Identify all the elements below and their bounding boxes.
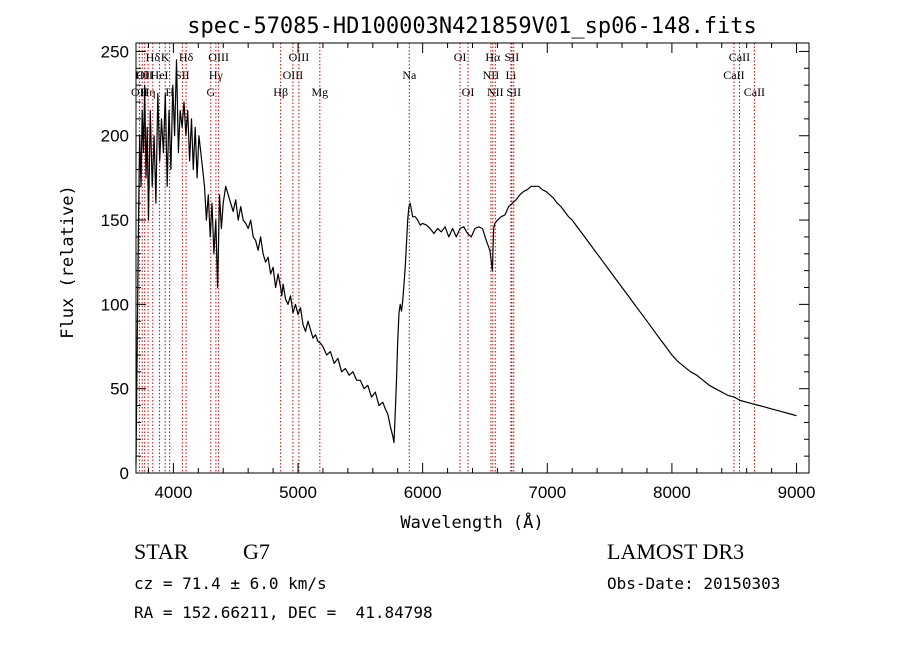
x-tick-label-2: 6000 bbox=[404, 483, 442, 502]
y-tick-label-3: 150 bbox=[101, 211, 129, 230]
line-marker-label-17: Na bbox=[402, 68, 417, 82]
line-marker-label-10: G bbox=[206, 85, 215, 99]
line-marker-label-14: OIII bbox=[283, 68, 304, 82]
plot-area: OIIHθOIIHηHδHeIKHSIIHδGHγOIIIHβOIIIOIIIM… bbox=[101, 42, 816, 502]
x-tick-label-3: 7000 bbox=[528, 483, 566, 502]
line-marker-label-28: CaII bbox=[744, 85, 765, 99]
object-type: STAR bbox=[134, 539, 189, 564]
x-tick-label-5: 9000 bbox=[778, 483, 816, 502]
y-tick-label-0: 0 bbox=[120, 464, 129, 483]
line-marker-label-26: CaII bbox=[723, 68, 744, 82]
line-marker-label-6: K bbox=[161, 50, 170, 64]
line-marker-label-16: Mg bbox=[311, 85, 328, 99]
y-tick-label-4: 200 bbox=[101, 127, 129, 146]
line-marker-label-20: NII bbox=[483, 68, 500, 82]
line-marker-label-27: CaII bbox=[729, 50, 750, 64]
line-marker-label-5: HeI bbox=[151, 68, 169, 82]
line-marker-label-11: Hγ bbox=[209, 68, 224, 82]
line-marker-label-1: Hθ bbox=[135, 68, 150, 82]
plot-frame bbox=[135, 42, 810, 474]
coordinates: RA = 152.66211, DEC = 41.84798 bbox=[134, 603, 433, 622]
redshift-line: cz = 71.4 ± 6.0 km/s bbox=[134, 574, 327, 593]
line-marker-label-0: OII bbox=[131, 85, 148, 99]
line-marker-label-19: OI bbox=[462, 85, 475, 99]
y-tick-label-5: 250 bbox=[101, 42, 129, 61]
y-axis-label: Flux (relative) bbox=[58, 185, 78, 339]
spectrum-series bbox=[135, 59, 797, 465]
chart-title: spec-57085-HD100003N421859V01_sp06-148.f… bbox=[187, 14, 757, 39]
line-marker-label-13: Hβ bbox=[273, 85, 288, 99]
y-tick-label-2: 100 bbox=[101, 295, 129, 314]
x-tick-label-4: 8000 bbox=[653, 483, 691, 502]
line-marker-label-15: OIII bbox=[289, 50, 310, 64]
line-marker-label-7: H bbox=[165, 85, 174, 99]
survey-label: LAMOST DR3 bbox=[607, 539, 745, 564]
line-marker-label-9: Hδ bbox=[179, 50, 194, 64]
x-tick-label-1: 5000 bbox=[279, 483, 317, 502]
line-marker-label-12: OIII bbox=[208, 50, 229, 64]
line-marker-label-23: Li bbox=[506, 68, 517, 82]
y-tick-label-1: 50 bbox=[110, 380, 129, 399]
line-marker-label-2: OII bbox=[136, 68, 153, 82]
obs-date: Obs-Date: 20150303 bbox=[607, 574, 781, 593]
line-marker-label-21: Hα bbox=[485, 50, 501, 64]
spectral-subclass: G7 bbox=[243, 539, 270, 564]
x-tick-label-0: 4000 bbox=[154, 483, 192, 502]
line-marker-label-25: SII bbox=[506, 85, 521, 99]
x-axis-label: Wavelength (Å) bbox=[400, 511, 543, 533]
line-marker-label-18: OI bbox=[454, 50, 467, 64]
line-marker-label-22: NII bbox=[487, 85, 504, 99]
line-marker-label-24: SII bbox=[505, 50, 520, 64]
line-marker-label-4: Hδ bbox=[146, 50, 161, 64]
